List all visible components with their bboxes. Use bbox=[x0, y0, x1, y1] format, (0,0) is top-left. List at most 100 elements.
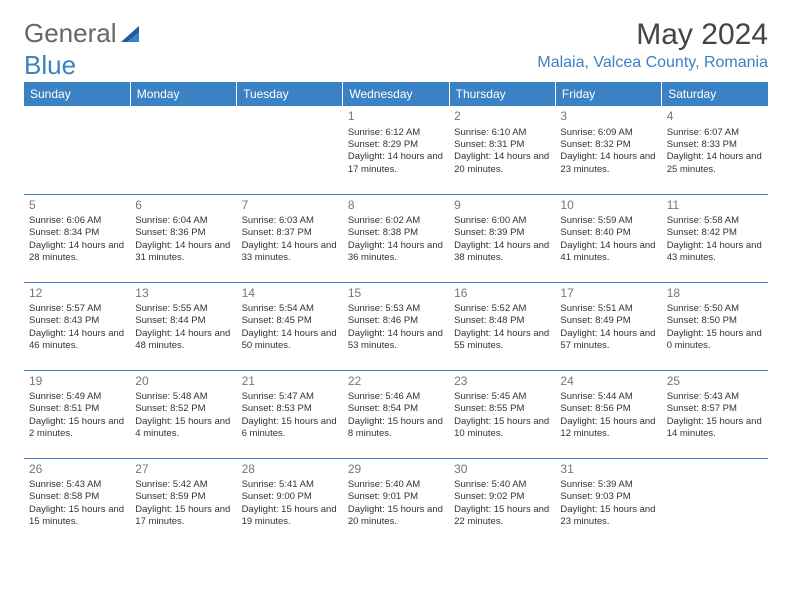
sunset-line: Sunset: 8:46 PM bbox=[348, 315, 444, 327]
sunrise-line: Sunrise: 6:03 AM bbox=[242, 215, 338, 227]
sunrise-line: Sunrise: 5:42 AM bbox=[135, 479, 231, 491]
daylight-line: Daylight: 14 hours and 55 minutes. bbox=[454, 328, 550, 353]
calendar-week-row: 1Sunrise: 6:12 AMSunset: 8:29 PMDaylight… bbox=[24, 106, 768, 194]
calendar-head: SundayMondayTuesdayWednesdayThursdayFrid… bbox=[24, 82, 768, 106]
calendar-week-row: 19Sunrise: 5:49 AMSunset: 8:51 PMDayligh… bbox=[24, 370, 768, 458]
calendar-cell: 16Sunrise: 5:52 AMSunset: 8:48 PMDayligh… bbox=[449, 282, 555, 370]
calendar-cell: 9Sunrise: 6:00 AMSunset: 8:39 PMDaylight… bbox=[449, 194, 555, 282]
daylight-line: Daylight: 14 hours and 31 minutes. bbox=[135, 240, 231, 265]
sunset-line: Sunset: 9:02 PM bbox=[454, 491, 550, 503]
calendar-cell: 31Sunrise: 5:39 AMSunset: 9:03 PMDayligh… bbox=[555, 458, 661, 546]
sunset-line: Sunset: 8:37 PM bbox=[242, 227, 338, 239]
calendar-cell: 19Sunrise: 5:49 AMSunset: 8:51 PMDayligh… bbox=[24, 370, 130, 458]
calendar-body: 1Sunrise: 6:12 AMSunset: 8:29 PMDaylight… bbox=[24, 106, 768, 546]
calendar-cell: 15Sunrise: 5:53 AMSunset: 8:46 PMDayligh… bbox=[343, 282, 449, 370]
day-number: 31 bbox=[560, 462, 656, 478]
daylight-line: Daylight: 14 hours and 41 minutes. bbox=[560, 240, 656, 265]
daylight-line: Daylight: 14 hours and 46 minutes. bbox=[29, 328, 125, 353]
location: Malaia, Valcea County, Romania bbox=[537, 54, 768, 72]
day-number: 11 bbox=[667, 198, 763, 214]
daylight-line: Daylight: 14 hours and 36 minutes. bbox=[348, 240, 444, 265]
calendar-cell: 24Sunrise: 5:44 AMSunset: 8:56 PMDayligh… bbox=[555, 370, 661, 458]
daylight-line: Daylight: 15 hours and 8 minutes. bbox=[348, 416, 444, 441]
daylight-line: Daylight: 15 hours and 4 minutes. bbox=[135, 416, 231, 441]
sunset-line: Sunset: 8:49 PM bbox=[560, 315, 656, 327]
daylight-line: Daylight: 15 hours and 20 minutes. bbox=[348, 504, 444, 529]
sunrise-line: Sunrise: 5:57 AM bbox=[29, 303, 125, 315]
sunrise-line: Sunrise: 5:55 AM bbox=[135, 303, 231, 315]
daylight-line: Daylight: 15 hours and 15 minutes. bbox=[29, 504, 125, 529]
sunset-line: Sunset: 9:00 PM bbox=[242, 491, 338, 503]
sunset-line: Sunset: 8:44 PM bbox=[135, 315, 231, 327]
day-number: 3 bbox=[560, 109, 656, 125]
calendar-cell: 26Sunrise: 5:43 AMSunset: 8:58 PMDayligh… bbox=[24, 458, 130, 546]
calendar-cell: 18Sunrise: 5:50 AMSunset: 8:50 PMDayligh… bbox=[662, 282, 768, 370]
sunset-line: Sunset: 8:40 PM bbox=[560, 227, 656, 239]
sunset-line: Sunset: 8:39 PM bbox=[454, 227, 550, 239]
day-number: 16 bbox=[454, 286, 550, 302]
sunset-line: Sunset: 8:34 PM bbox=[29, 227, 125, 239]
calendar-cell: 14Sunrise: 5:54 AMSunset: 8:45 PMDayligh… bbox=[237, 282, 343, 370]
sunrise-line: Sunrise: 5:46 AM bbox=[348, 391, 444, 403]
day-number: 8 bbox=[348, 198, 444, 214]
calendar-cell: 27Sunrise: 5:42 AMSunset: 8:59 PMDayligh… bbox=[130, 458, 236, 546]
daylight-line: Daylight: 14 hours and 17 minutes. bbox=[348, 151, 444, 176]
calendar-cell: 30Sunrise: 5:40 AMSunset: 9:02 PMDayligh… bbox=[449, 458, 555, 546]
sunset-line: Sunset: 9:01 PM bbox=[348, 491, 444, 503]
daylight-line: Daylight: 14 hours and 38 minutes. bbox=[454, 240, 550, 265]
day-number: 15 bbox=[348, 286, 444, 302]
title-block: May 2024 Malaia, Valcea County, Romania bbox=[537, 18, 768, 72]
day-number: 12 bbox=[29, 286, 125, 302]
calendar-cell: 5Sunrise: 6:06 AMSunset: 8:34 PMDaylight… bbox=[24, 194, 130, 282]
sunset-line: Sunset: 8:42 PM bbox=[667, 227, 763, 239]
daylight-line: Daylight: 15 hours and 10 minutes. bbox=[454, 416, 550, 441]
day-number: 23 bbox=[454, 374, 550, 390]
day-number: 13 bbox=[135, 286, 231, 302]
sunset-line: Sunset: 8:36 PM bbox=[135, 227, 231, 239]
month-title: May 2024 bbox=[537, 18, 768, 52]
daylight-line: Daylight: 14 hours and 50 minutes. bbox=[242, 328, 338, 353]
calendar-cell bbox=[24, 106, 130, 194]
sunrise-line: Sunrise: 5:51 AM bbox=[560, 303, 656, 315]
sunrise-line: Sunrise: 5:43 AM bbox=[29, 479, 125, 491]
day-number: 26 bbox=[29, 462, 125, 478]
sunrise-line: Sunrise: 5:47 AM bbox=[242, 391, 338, 403]
day-number: 1 bbox=[348, 109, 444, 125]
sunrise-line: Sunrise: 5:48 AM bbox=[135, 391, 231, 403]
sunrise-line: Sunrise: 6:06 AM bbox=[29, 215, 125, 227]
daylight-line: Daylight: 15 hours and 2 minutes. bbox=[29, 416, 125, 441]
logo-text-blue: Blue bbox=[24, 50, 76, 81]
calendar-cell: 22Sunrise: 5:46 AMSunset: 8:54 PMDayligh… bbox=[343, 370, 449, 458]
day-header: Friday bbox=[555, 82, 661, 106]
sunrise-line: Sunrise: 5:53 AM bbox=[348, 303, 444, 315]
day-number: 25 bbox=[667, 374, 763, 390]
sunrise-line: Sunrise: 6:02 AM bbox=[348, 215, 444, 227]
day-number: 4 bbox=[667, 109, 763, 125]
sunset-line: Sunset: 8:50 PM bbox=[667, 315, 763, 327]
daylight-line: Daylight: 14 hours and 23 minutes. bbox=[560, 151, 656, 176]
calendar-cell: 12Sunrise: 5:57 AMSunset: 8:43 PMDayligh… bbox=[24, 282, 130, 370]
sunrise-line: Sunrise: 6:09 AM bbox=[560, 127, 656, 139]
sunset-line: Sunset: 8:31 PM bbox=[454, 139, 550, 151]
sunrise-line: Sunrise: 5:45 AM bbox=[454, 391, 550, 403]
calendar-cell bbox=[662, 458, 768, 546]
sunrise-line: Sunrise: 5:44 AM bbox=[560, 391, 656, 403]
sunrise-line: Sunrise: 5:39 AM bbox=[560, 479, 656, 491]
daylight-line: Daylight: 14 hours and 20 minutes. bbox=[454, 151, 550, 176]
day-header: Thursday bbox=[449, 82, 555, 106]
day-number: 7 bbox=[242, 198, 338, 214]
daylight-line: Daylight: 15 hours and 12 minutes. bbox=[560, 416, 656, 441]
calendar-cell bbox=[130, 106, 236, 194]
day-number: 19 bbox=[29, 374, 125, 390]
daylight-line: Daylight: 15 hours and 14 minutes. bbox=[667, 416, 763, 441]
sunset-line: Sunset: 8:45 PM bbox=[242, 315, 338, 327]
daylight-line: Daylight: 14 hours and 33 minutes. bbox=[242, 240, 338, 265]
calendar-cell: 25Sunrise: 5:43 AMSunset: 8:57 PMDayligh… bbox=[662, 370, 768, 458]
daylight-line: Daylight: 15 hours and 19 minutes. bbox=[242, 504, 338, 529]
calendar-cell: 10Sunrise: 5:59 AMSunset: 8:40 PMDayligh… bbox=[555, 194, 661, 282]
day-number: 30 bbox=[454, 462, 550, 478]
header: General May 2024 Malaia, Valcea County, … bbox=[0, 0, 792, 76]
sunrise-line: Sunrise: 5:41 AM bbox=[242, 479, 338, 491]
day-number: 21 bbox=[242, 374, 338, 390]
daylight-line: Daylight: 15 hours and 0 minutes. bbox=[667, 328, 763, 353]
